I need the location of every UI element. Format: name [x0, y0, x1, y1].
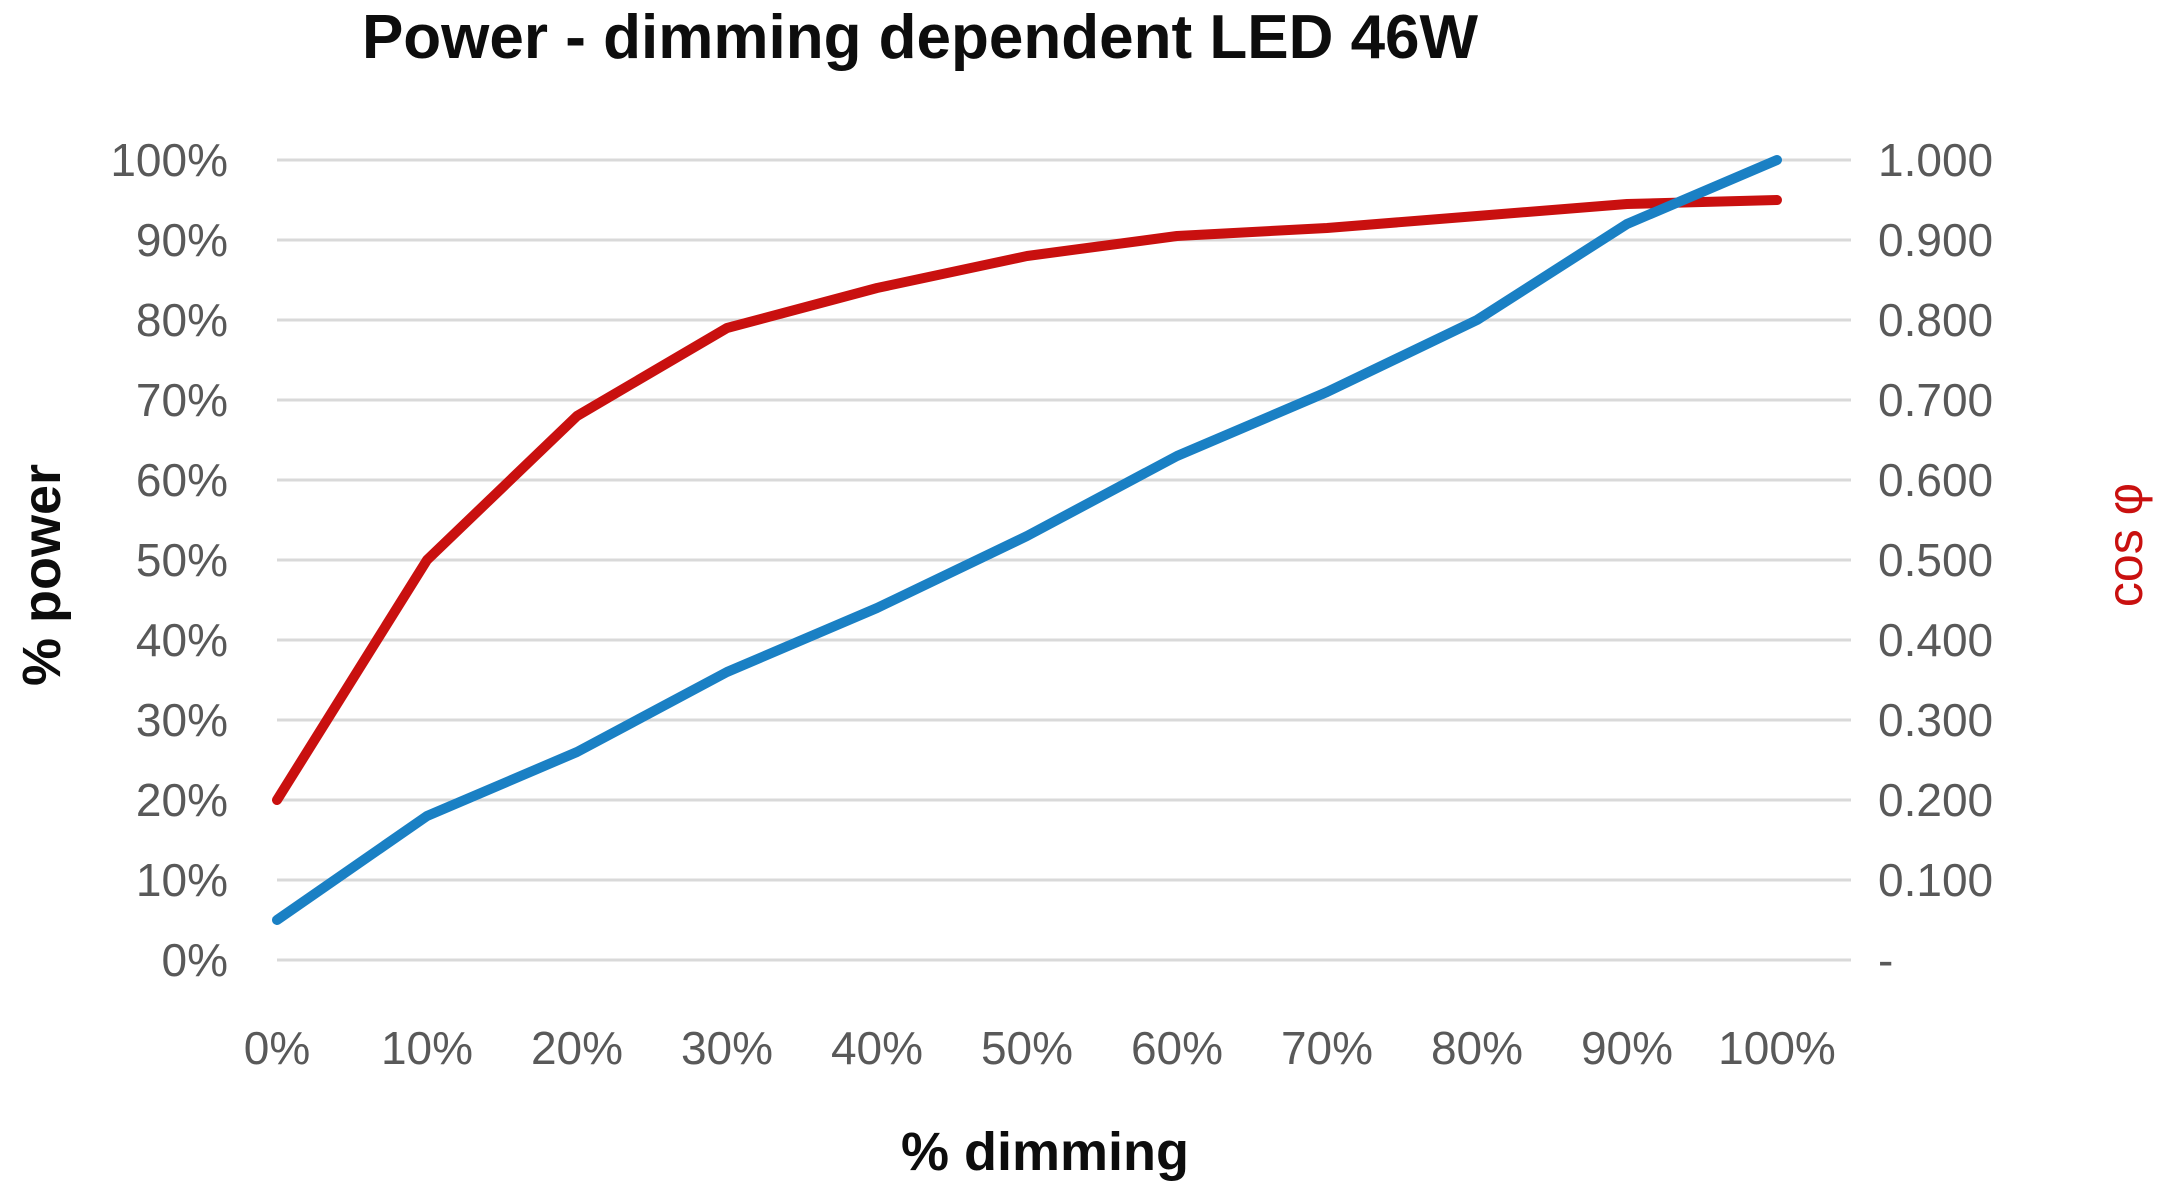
y-left-tick-label: 40%	[136, 614, 228, 666]
chart-title: Power - dimming dependent LED 46W	[361, 3, 1479, 72]
y-right-tick-label: -	[1878, 934, 1893, 986]
y-left-tick-label: 0%	[162, 934, 228, 986]
x-tick-label: 30%	[681, 1022, 773, 1074]
power-line	[272, 155, 1782, 925]
y-left-tick-label: 90%	[136, 214, 228, 266]
x-tick-label: 100%	[1718, 1022, 1836, 1074]
y-left-tick-label: 100%	[110, 134, 228, 186]
x-tick-label: 0%	[244, 1022, 310, 1074]
x-tick-label: 80%	[1431, 1022, 1523, 1074]
y-left-tick-label: 60%	[136, 454, 228, 506]
y-right-tick-label: 0.300	[1878, 694, 1993, 746]
x-axis-title: % dimming	[900, 1122, 1190, 1182]
y-right-tick-label: 0.900	[1878, 214, 1993, 266]
x-tick-label: 70%	[1281, 1022, 1373, 1074]
y-right-tick-label: 0.500	[1878, 534, 1993, 586]
x-tick-label: 60%	[1131, 1022, 1223, 1074]
y-left-tick-label: 50%	[136, 534, 228, 586]
x-tick-label: 50%	[981, 1022, 1073, 1074]
y-right-tick-label: 0.200	[1878, 774, 1993, 826]
y-right-tick-label: 0.800	[1878, 294, 1993, 346]
y-left-tick-label: 10%	[136, 854, 228, 906]
y-right-tick-label: 0.600	[1878, 454, 1993, 506]
y-left-tick-label: 80%	[136, 294, 228, 346]
y-right-tick-label: 0.700	[1878, 374, 1993, 426]
y-left-tick-label: 70%	[136, 374, 228, 426]
y-right-tick-label: 0.400	[1878, 614, 1993, 666]
y-right-tick-label: 0.100	[1878, 854, 1993, 906]
y-right-tick-label: 1.000	[1878, 134, 1993, 186]
x-tick-label: 20%	[531, 1022, 623, 1074]
x-tick-label: 90%	[1581, 1022, 1673, 1074]
cos-phi-line	[272, 195, 1782, 805]
y-left-tick-label: 20%	[136, 774, 228, 826]
x-tick-label: 40%	[831, 1022, 923, 1074]
y-left-tick-label: 30%	[136, 694, 228, 746]
x-tick-label: 10%	[381, 1022, 473, 1074]
